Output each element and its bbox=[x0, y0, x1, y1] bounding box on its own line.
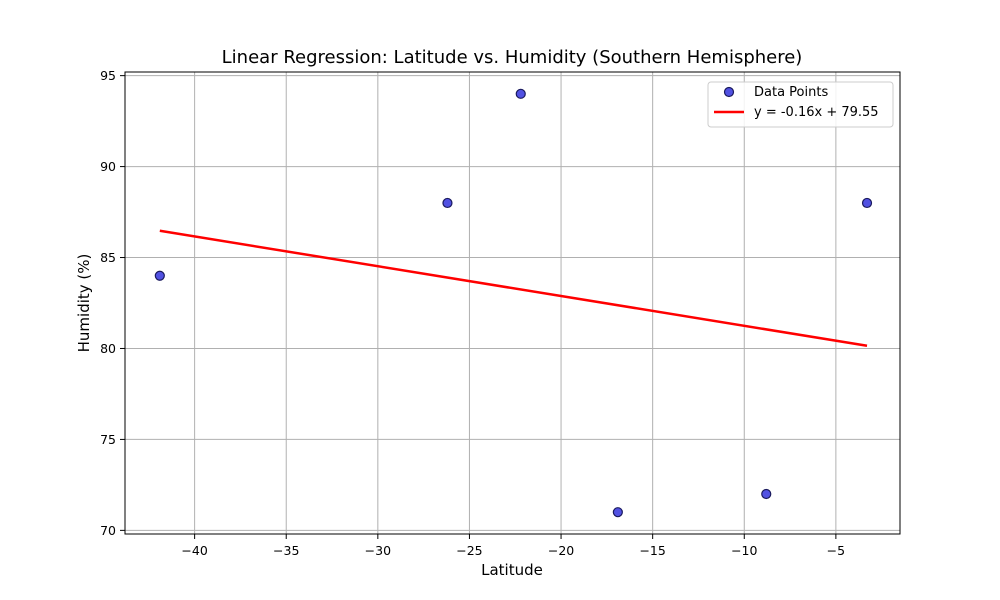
legend: Data Points y = -0.16x + 79.55 bbox=[707, 81, 894, 128]
y-axis-label: Humidity (%) bbox=[75, 254, 93, 353]
regression-line bbox=[159, 229, 868, 347]
x-tick-label: −40 bbox=[181, 543, 207, 558]
x-tick-label: −20 bbox=[548, 543, 574, 558]
legend-box bbox=[707, 81, 894, 128]
x-tick-label: −30 bbox=[365, 543, 391, 558]
data-point bbox=[761, 488, 772, 500]
x-tick-label: −10 bbox=[731, 543, 757, 558]
x-axis-ticks: −40 −35 −30 −25 −20 −15 −10 −5 bbox=[181, 534, 845, 558]
x-axis-label: Latitude bbox=[481, 561, 543, 579]
x-tick-label: −35 bbox=[273, 543, 299, 558]
chart-title: Linear Regression: Latitude vs. Humidity… bbox=[222, 47, 803, 68]
legend-marker-data-points bbox=[723, 86, 735, 98]
y-tick-label: 85 bbox=[100, 250, 116, 265]
x-tick-label: −5 bbox=[827, 543, 845, 558]
plot-frame bbox=[124, 71, 901, 535]
data-points-group bbox=[154, 88, 873, 518]
y-tick-label: 70 bbox=[100, 523, 116, 538]
regression-line-group bbox=[159, 229, 868, 347]
data-point bbox=[154, 270, 165, 281]
data-point bbox=[612, 507, 623, 518]
data-point bbox=[515, 88, 526, 99]
x-tick-label: −15 bbox=[639, 543, 665, 558]
y-tick-label: 75 bbox=[100, 432, 116, 447]
y-axis-ticks: 70 75 80 85 90 95 bbox=[100, 68, 125, 538]
y-tick-label: 80 bbox=[100, 341, 116, 356]
legend-label-data-points: Data Points bbox=[754, 85, 828, 100]
grid-lines bbox=[125, 72, 900, 534]
data-point bbox=[861, 197, 873, 209]
data-point bbox=[442, 197, 453, 209]
x-tick-label: −25 bbox=[456, 543, 482, 558]
legend-label-regression: y = -0.16x + 79.55 bbox=[754, 105, 879, 120]
y-tick-label: 90 bbox=[100, 159, 116, 174]
y-tick-label: 95 bbox=[100, 68, 116, 83]
